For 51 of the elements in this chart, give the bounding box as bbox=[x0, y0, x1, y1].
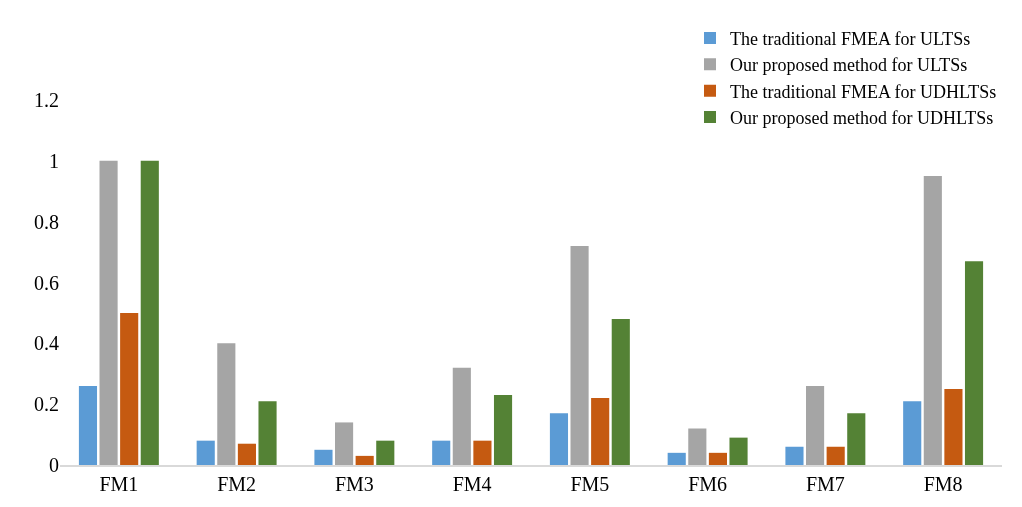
bar bbox=[140, 160, 159, 465]
y-tick-label: 1.2 bbox=[34, 89, 59, 111]
legend-label: The traditional FMEA for UDHLTSs bbox=[730, 81, 997, 102]
y-tick-label: 0 bbox=[49, 454, 59, 476]
bar bbox=[570, 246, 589, 465]
x-tick-label: FM1 bbox=[99, 472, 139, 495]
bar bbox=[903, 401, 922, 465]
bar bbox=[99, 160, 118, 465]
bar bbox=[688, 428, 707, 465]
bar bbox=[237, 443, 256, 465]
bar bbox=[944, 388, 963, 465]
x-tick-label: FM6 bbox=[688, 472, 728, 495]
x-tick-label: FM5 bbox=[570, 472, 610, 495]
bar bbox=[964, 261, 984, 465]
y-tick-label: 0.2 bbox=[34, 393, 59, 416]
bar bbox=[923, 176, 942, 465]
bar bbox=[78, 385, 98, 465]
bar bbox=[432, 440, 451, 465]
x-tick-label: FM3 bbox=[334, 472, 374, 495]
bar bbox=[493, 395, 513, 465]
bar bbox=[258, 401, 277, 465]
y-tick-label: 0.6 bbox=[34, 271, 59, 294]
y-tick-label: 0.4 bbox=[34, 332, 59, 355]
x-tick-label: FM4 bbox=[452, 472, 492, 495]
x-tick-label: FM2 bbox=[217, 472, 257, 495]
bar bbox=[196, 440, 215, 465]
bar bbox=[729, 437, 748, 465]
bar bbox=[376, 440, 395, 465]
bar bbox=[826, 446, 845, 465]
bar bbox=[452, 367, 471, 465]
legend-label: The traditional FMEA for ULTSs bbox=[730, 28, 971, 49]
bar bbox=[473, 440, 492, 465]
bar bbox=[667, 452, 686, 465]
bar bbox=[120, 312, 139, 465]
bar bbox=[549, 413, 569, 465]
y-tick-label: 1 bbox=[49, 149, 59, 172]
x-tick-label: FM7 bbox=[805, 472, 845, 495]
legend-label: Our proposed method for UDHLTSs bbox=[730, 108, 994, 129]
bar bbox=[785, 446, 804, 465]
bar bbox=[355, 455, 374, 465]
bar bbox=[847, 413, 866, 465]
bar bbox=[611, 319, 630, 465]
bar bbox=[591, 398, 610, 465]
legend-label: Our proposed method for ULTSs bbox=[730, 55, 968, 76]
y-tick-label: 0.8 bbox=[34, 210, 59, 233]
bar bbox=[806, 385, 825, 465]
bar bbox=[314, 449, 333, 465]
bar bbox=[217, 343, 236, 465]
x-tick-label: FM8 bbox=[923, 472, 963, 495]
bar bbox=[335, 422, 354, 465]
bar bbox=[708, 452, 727, 465]
